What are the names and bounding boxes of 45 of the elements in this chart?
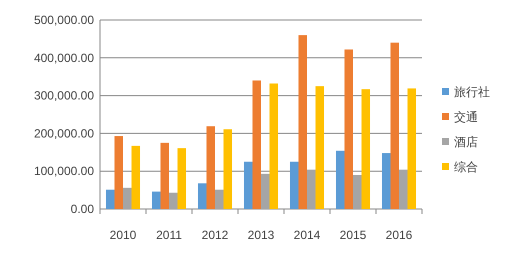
x-tick-label: 2010 [110, 228, 137, 242]
bar [169, 192, 178, 209]
bar [198, 183, 206, 209]
legend-label: 旅行社 [454, 85, 490, 99]
bar [132, 146, 140, 209]
bar [382, 153, 390, 209]
y-tick-label: 400,000.00 [34, 50, 94, 65]
bar [152, 192, 160, 209]
x-tick-label: 2016 [386, 228, 413, 242]
legend-label: 酒店 [454, 135, 478, 149]
x-tick-label: 2015 [340, 228, 367, 242]
x-tick-label: 2013 [248, 228, 275, 242]
bar [307, 170, 316, 209]
bar [408, 88, 416, 209]
bar [353, 174, 362, 209]
bar [123, 188, 132, 209]
bar [206, 126, 215, 209]
y-tick-label: 500,000.00 [34, 13, 94, 27]
bar [224, 129, 232, 209]
bar [215, 190, 224, 209]
bar [270, 84, 278, 209]
x-tick-label: 2014 [294, 228, 321, 242]
bar [252, 80, 261, 209]
bar [298, 35, 307, 209]
y-tick-label: 100,000.00 [34, 164, 94, 178]
bar [390, 42, 399, 209]
bar [399, 170, 408, 209]
x-tick-label: 2011 [156, 228, 182, 242]
bar [344, 49, 353, 209]
legend-label: 综合 [454, 160, 478, 174]
bar [178, 148, 186, 209]
x-tick-label: 2012 [202, 228, 229, 242]
bar [244, 162, 252, 209]
bar [362, 89, 370, 209]
bar [106, 190, 114, 209]
y-tick-label: 300,000.00 [34, 88, 94, 103]
bar [316, 86, 324, 209]
bar [261, 174, 270, 209]
bar [114, 136, 123, 209]
y-tick-label: 0.00 [70, 202, 94, 216]
y-tick-label: 200,000.00 [34, 126, 94, 140]
bar [160, 142, 169, 209]
bar [336, 150, 344, 209]
bar [290, 162, 298, 209]
legend-label: 交通 [454, 110, 478, 124]
